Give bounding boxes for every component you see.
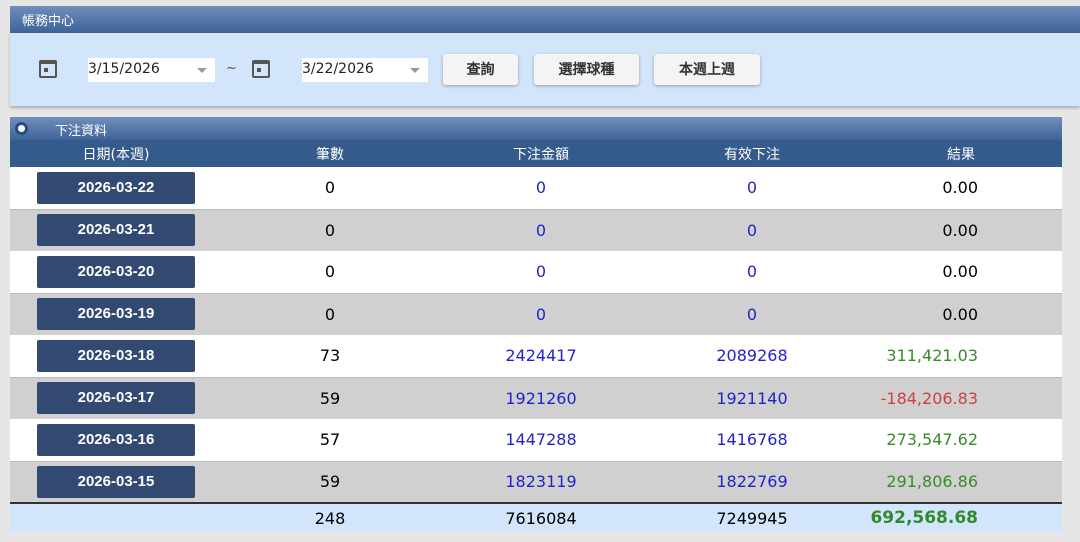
count-cell: 0 [222,251,438,293]
total-valid: 7249945 [644,502,860,532]
valid-bet-cell: 0 [644,208,860,251]
date-cell: 2026-03-19 [10,292,222,335]
count-cell: 73 [222,335,438,377]
start-date-value: 3/15/2026 [88,61,160,77]
end-date-picker[interactable]: 3/22/2026 [302,58,428,82]
filter-panel: 3/15/2026 ~ 3/22/2026 查詢 選擇球種 本週上週 [10,33,1080,106]
valid-bet-cell: 2089268 [644,335,860,377]
table-row: 2026-03-21 0 0 0 0.00 [10,208,1062,251]
panel-title-bar: 下注資料 [10,117,1062,140]
this-last-week-button[interactable]: 本週上週 [654,54,760,85]
start-date-picker[interactable]: 3/15/2026 [88,58,215,82]
date-button[interactable]: 2026-03-15 [37,465,195,498]
chevron-down-icon [197,68,207,73]
end-date-value: 3/22/2026 [302,61,374,77]
date-button[interactable]: 2026-03-22 [37,171,195,204]
date-button[interactable]: 2026-03-20 [37,255,195,288]
count-cell: 0 [222,167,438,209]
column-header: 結果 [860,140,1062,167]
bet-table: 日期(本週) 筆數 下注金額 有效下注 結果 2026-03-22 0 0 0 0.00… [10,140,1062,532]
table-row: 2026-03-19 0 0 0 0.00 [10,292,1062,335]
query-button[interactable]: 查詢 [443,54,518,85]
date-cell: 2026-03-18 [10,335,222,377]
date-cell: 2026-03-22 [10,167,222,209]
bet-data-panel: 下注資料 日期(本週) 筆數 下注金額 有效下注 結果 2026-03-22 0 0 0… [10,117,1062,532]
select-sport-button[interactable]: 選擇球種 [534,54,639,85]
column-header: 有效下注 [644,140,860,167]
date-separator: ~ [226,61,237,76]
date-cell: 2026-03-21 [10,208,222,251]
date-button[interactable]: 2026-03-21 [37,214,195,247]
date-cell: 2026-03-20 [10,251,222,293]
bet-amount-cell: 1921260 [438,376,644,419]
table-row: 2026-03-16 57 1447288 1416768 273,547.62 [10,419,1062,461]
panel-title: 下注資料 [55,124,108,139]
result-cell: 0.00 [860,292,1062,335]
table-row: 2026-03-17 59 1921260 1921140 -184,206.8… [10,376,1062,419]
bet-amount-cell: 1823119 [438,460,644,503]
calendar-icon[interactable] [39,60,57,78]
valid-bet-cell: 0 [644,251,860,293]
date-cell: 2026-03-17 [10,376,222,419]
page-header: 帳務中心 [10,6,1080,33]
count-cell: 57 [222,419,438,461]
date-cell: 2026-03-16 [10,419,222,461]
table-row: 2026-03-20 0 0 0 0.00 [10,251,1062,293]
count-cell: 0 [222,208,438,251]
valid-bet-cell: 1822769 [644,460,860,503]
total-label-cell [10,502,222,532]
bet-amount-cell: 0 [438,292,644,335]
page-title: 帳務中心 [22,14,75,29]
total-row: 248 7616084 7249945 692,568.68 [10,502,1062,532]
valid-bet-cell: 0 [644,167,860,209]
result-cell: 0.00 [860,251,1062,293]
result-cell: 0.00 [860,167,1062,209]
date-cell: 2026-03-15 [10,460,222,503]
date-button[interactable]: 2026-03-18 [37,339,195,372]
total-bet: 7616084 [438,502,644,532]
result-cell: 311,421.03 [860,335,1062,377]
count-cell: 59 [222,460,438,503]
result-cell: -184,206.83 [860,376,1062,419]
table-row: 2026-03-15 59 1823119 1822769 291,806.86 [10,460,1062,503]
valid-bet-cell: 1416768 [644,419,860,461]
bet-amount-cell: 1447288 [438,419,644,461]
date-button[interactable]: 2026-03-17 [37,382,195,415]
total-count: 248 [222,502,438,532]
bet-amount-cell: 2424417 [438,335,644,377]
bet-amount-cell: 0 [438,167,644,209]
result-cell: 273,547.62 [860,419,1062,461]
valid-bet-cell: 1921140 [644,376,860,419]
bet-amount-cell: 0 [438,251,644,293]
valid-bet-cell: 0 [644,292,860,335]
date-button[interactable]: 2026-03-16 [37,423,195,456]
calendar-icon[interactable] [252,60,270,78]
table-row: 2026-03-18 73 2424417 2089268 311,421.03 [10,335,1062,377]
table-row: 2026-03-22 0 0 0 0.00 [10,167,1062,209]
result-cell: 0.00 [860,208,1062,251]
column-header: 下注金額 [438,140,644,167]
result-cell: 291,806.86 [860,460,1062,503]
column-header: 筆數 [222,140,438,167]
bet-amount-cell: 0 [438,208,644,251]
date-button[interactable]: 2026-03-19 [37,298,195,331]
ball-icon [15,122,28,135]
count-cell: 0 [222,292,438,335]
total-result: 692,568.68 [860,502,1062,532]
chevron-down-icon [410,68,420,73]
column-header: 日期(本週) [10,140,222,167]
count-cell: 59 [222,376,438,419]
